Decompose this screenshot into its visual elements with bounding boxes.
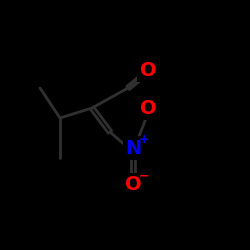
Text: −: − <box>138 170 149 183</box>
Text: +: + <box>138 133 149 146</box>
Text: O: O <box>140 98 156 117</box>
Text: N: N <box>125 138 141 158</box>
Text: O: O <box>140 60 156 80</box>
Text: O: O <box>125 176 141 195</box>
